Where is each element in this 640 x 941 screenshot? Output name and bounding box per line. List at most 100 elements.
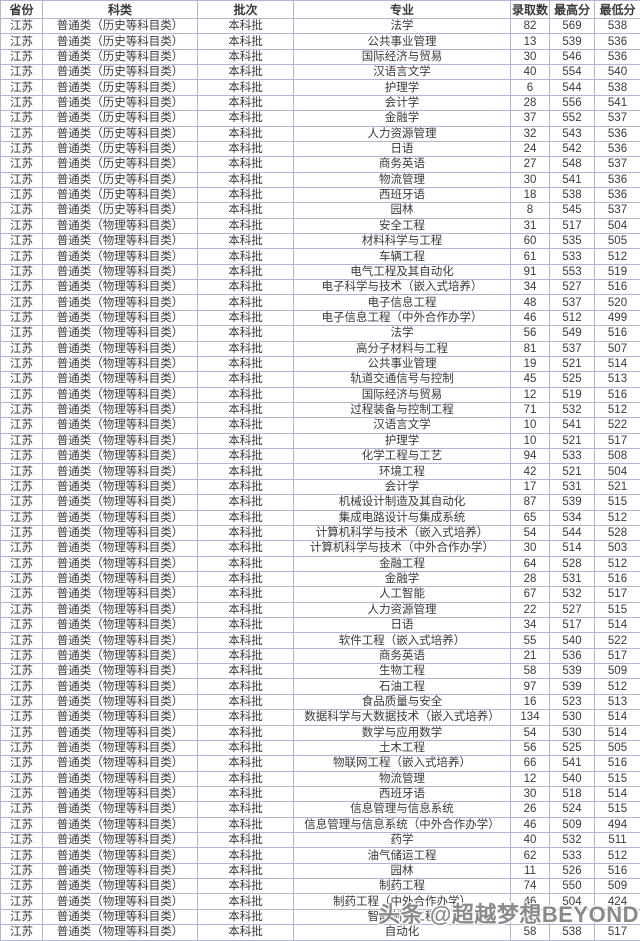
cell-min-score: 513 [594, 693, 640, 711]
cell-major: 自动化 [293, 924, 511, 941]
cell-major: 物联网工程（嵌入式培养） [293, 755, 511, 772]
cell-admit-count: 11 [510, 862, 550, 880]
table-row: 江苏 普通类（物理等科目类） 本科批 过程装备与控制工程 71 532 512 [0, 401, 640, 419]
table-row: 江苏 普通类（物理等科目类） 本科批 车辆工程 61 533 512 [0, 248, 640, 265]
cell-major: 护理学 [293, 432, 511, 450]
cell-max-score [549, 908, 595, 926]
table-row: 江苏 普通类（物理等科目类） 本科批 信息管理与信息系统（中外合作办学） 46 509 49… [0, 816, 640, 834]
cell-min-score: 499 [594, 309, 640, 327]
cell-category: 普通类（物理等科目类） [42, 432, 198, 450]
cell-category: 普通类（物理等科目类） [42, 739, 198, 757]
cell-batch: 本科批 [197, 125, 294, 142]
cell-category: 普通类（物理等科目类） [42, 540, 198, 557]
cell-min-score: 511 [594, 832, 640, 849]
cell-batch: 本科批 [197, 463, 294, 480]
cell-min-score: 516 [594, 279, 640, 296]
cell-category: 普通类（物理等科目类） [42, 924, 198, 941]
table-row: 江苏 普通类（物理等科目类） 本科批 安全工程 31 517 504 [0, 217, 640, 235]
cell-category: 普通类（物理等科目类） [42, 755, 198, 772]
cell-min-score: 536 [594, 48, 640, 66]
cell-batch: 本科批 [197, 785, 294, 803]
cell-admit-count: 16 [510, 693, 550, 711]
cell-province: 江苏 [0, 832, 43, 849]
table-row: 江苏 普通类（历史等科目类） 本科批 商务英语 27 548 537 [0, 156, 640, 173]
cell-min-score [594, 908, 640, 926]
cell-max-score: 532 [549, 586, 595, 603]
cell-category: 普通类（历史等科目类） [42, 140, 198, 158]
cell-category: 普通类（物理等科目类） [42, 785, 198, 803]
cell-min-score: 509 [594, 663, 640, 680]
cell-min-score: 515 [594, 801, 640, 818]
cell-max-score: 536 [549, 647, 595, 665]
cell-category: 普通类（物理等科目类） [42, 448, 198, 465]
cell-admit-count: 19 [510, 355, 550, 373]
cell-min-score: 522 [594, 632, 640, 649]
cell-province: 江苏 [0, 816, 43, 834]
cell-batch: 本科批 [197, 217, 294, 235]
column-header-min-score: 最低分 [594, 0, 640, 19]
cell-min-score: 516 [594, 862, 640, 880]
table-row: 江苏 普通类（物理等科目类） 本科批 制药工程 74 550 509 [0, 878, 640, 895]
cell-province: 江苏 [0, 371, 43, 388]
cell-min-score: 536 [594, 33, 640, 50]
cell-category: 普通类（历史等科目类） [42, 186, 198, 204]
cell-major: 过程装备与控制工程 [293, 401, 511, 419]
cell-max-score: 534 [549, 509, 595, 526]
cell-batch: 本科批 [197, 386, 294, 403]
cell-batch: 本科批 [197, 417, 294, 434]
table-row: 江苏 普通类（物理等科目类） 本科批 石油工程 97 539 512 [0, 678, 640, 695]
table-body: 江苏 普通类（历史等科目类） 本科批 法学 82 569 538 江苏 普通类（历史等科目类）本… [0, 17, 640, 941]
table-row: 江苏 普通类（物理等科目类） 本科批 化学工程与工艺 94 533 508 [0, 448, 640, 465]
cell-min-score: 536 [594, 186, 640, 204]
cell-batch: 本科批 [197, 678, 294, 695]
cell-category: 普通类（物理等科目类） [42, 632, 198, 649]
cell-admit-count: 55 [510, 632, 550, 649]
cell-major: 人力资源管理 [293, 601, 511, 619]
cell-major: 日语 [293, 140, 511, 158]
header-row: 省份 科类 批次 专业 录取数 最高分 最低分 [0, 0, 640, 19]
cell-province: 江苏 [0, 156, 43, 173]
cell-province: 江苏 [0, 432, 43, 450]
column-header-max-score: 最高分 [549, 0, 595, 19]
cell-batch: 本科批 [197, 432, 294, 450]
cell-min-score: 514 [594, 724, 640, 741]
cell-admit-count: 54 [510, 524, 550, 542]
table-row: 江苏 普通类（物理等科目类） 本科批 数学与应用数学 54 530 514 [0, 724, 640, 741]
cell-max-score: 543 [549, 125, 595, 142]
table-row: 江苏 普通类（物理等科目类） 本科批 电子信息工程（中外合作办学） 46 512 499 [0, 309, 640, 327]
cell-batch: 本科批 [197, 555, 294, 572]
cell-province: 江苏 [0, 309, 43, 327]
cell-category: 普通类（物理等科目类） [42, 217, 198, 235]
cell-batch: 本科批 [197, 340, 294, 357]
cell-category: 普通类（物理等科目类） [42, 724, 198, 741]
cell-min-score: 503 [594, 540, 640, 557]
table-row: 江苏 普通类（物理等科目类） 本科批 环境工程 42 521 504 [0, 463, 640, 480]
cell-min-score: 538 [594, 79, 640, 96]
cell-province: 江苏 [0, 17, 43, 35]
cell-admit-count: 56 [510, 325, 550, 342]
cell-max-score: 525 [549, 371, 595, 388]
cell-batch: 本科批 [197, 94, 294, 112]
cell-max-score: 541 [549, 171, 595, 188]
cell-max-score: 544 [549, 79, 595, 96]
cell-max-score: 504 [549, 893, 595, 910]
cell-province: 江苏 [0, 386, 43, 403]
cell-major: 园林 [293, 202, 511, 219]
table-row: 江苏 普通类（历史等科目类） 本科批 金融学 37 552 537 [0, 110, 640, 127]
cell-province: 江苏 [0, 463, 43, 480]
table-row: 江苏 普通类（物理等科目类） 本科批 西班牙语 30 518 514 [0, 785, 640, 803]
cell-min-score: 515 [594, 770, 640, 787]
table-row: 江苏 普通类（物理等科目类） 本科批 食品质量与安全 16 523 513 [0, 693, 640, 711]
cell-batch: 本科批 [197, 878, 294, 895]
cell-min-score: 505 [594, 739, 640, 757]
cell-category: 普通类（物理等科目类） [42, 570, 198, 588]
cell-batch: 本科批 [197, 478, 294, 496]
cell-province: 江苏 [0, 279, 43, 296]
cell-major: 电子信息工程（中外合作办学） [293, 309, 511, 327]
cell-category: 普通类（物理等科目类） [42, 325, 198, 342]
cell-batch: 本科批 [197, 33, 294, 50]
cell-batch: 本科批 [197, 279, 294, 296]
cell-category: 普通类（物理等科目类） [42, 279, 198, 296]
table-row: 江苏 普通类（物理等科目类） 本科批 物联网工程（嵌入式培养） 66 541 516 [0, 755, 640, 772]
cell-category: 普通类（物理等科目类） [42, 801, 198, 818]
